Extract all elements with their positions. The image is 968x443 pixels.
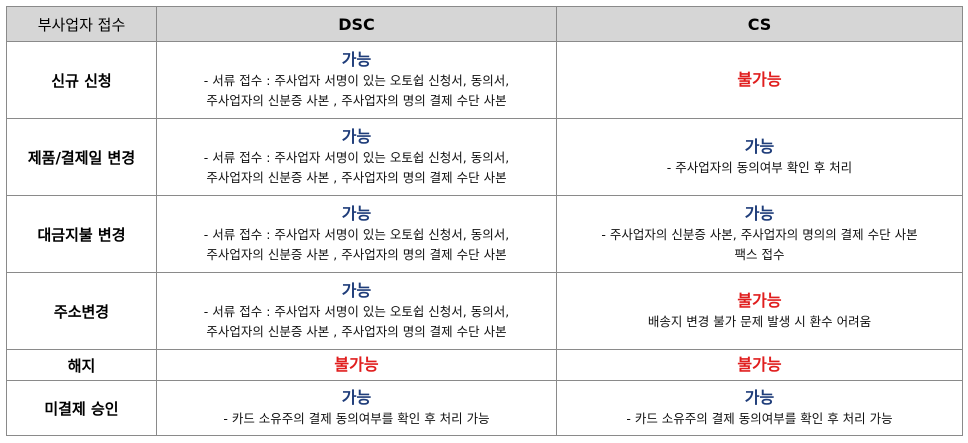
dsc-status: 가능 — [341, 204, 372, 223]
header-row: 부사업자 접수 DSC CS — [6, 6, 963, 42]
dsc-status: 불가능 — [334, 355, 379, 374]
cs-note-line1: - 카드 소유주의 결제 동의여부를 확인 후 처리 가능 — [626, 411, 893, 426]
corner-header: 부사업자 접수 — [6, 6, 157, 42]
dsc-status: 가능 — [341, 388, 372, 407]
cs-status: 불가능 — [737, 291, 782, 310]
table-row: 미결제 승인 가능 - 카드 소유주의 결제 동의여부를 확인 후 처리 가능 … — [6, 380, 963, 436]
table-row: 해지 불가능 불가능 — [6, 349, 963, 381]
cs-cell: 가능 - 주사업자의 신분증 사본, 주사업자의 명의의 결제 수단 사본 팩스… — [556, 195, 963, 273]
cs-status: 불가능 — [737, 355, 782, 374]
dsc-note-line1: - 서류 접수 : 주사업자 서명이 있는 오토쉽 신청서, 동의서, — [203, 73, 510, 88]
dsc-column-header: DSC — [156, 6, 557, 42]
row-label: 신규 신청 — [6, 41, 157, 119]
dsc-note-line1: - 서류 접수 : 주사업자 서명이 있는 오토쉽 신청서, 동의서, — [203, 304, 510, 319]
cs-note-line2: 팩스 접수 — [734, 247, 785, 262]
dsc-status: 가능 — [341, 50, 372, 69]
cs-cell: 가능 - 주사업자의 동의여부 확인 후 처리 — [556, 118, 963, 196]
dsc-note-line2: 주사업자의 신분증 사본 , 주사업자의 명의 결제 수단 사본 — [206, 93, 507, 108]
dsc-cell: 불가능 — [156, 349, 557, 381]
row-label: 해지 — [6, 349, 157, 381]
dsc-cell: 가능 - 서류 접수 : 주사업자 서명이 있는 오토쉽 신청서, 동의서, 주… — [156, 118, 557, 196]
cs-note-line1: - 주사업자의 동의여부 확인 후 처리 — [666, 160, 853, 175]
cs-cell: 불가능 — [556, 41, 963, 119]
cs-status: 가능 — [744, 204, 775, 223]
dsc-note-line2: 주사업자의 신분증 사본 , 주사업자의 명의 결제 수단 사본 — [206, 170, 507, 185]
dsc-cell: 가능 - 카드 소유주의 결제 동의여부를 확인 후 처리 가능 — [156, 380, 557, 436]
row-label: 미결제 승인 — [6, 380, 157, 436]
cs-column-header: CS — [556, 6, 963, 42]
cs-note-line1: - 주사업자의 신분증 사본, 주사업자의 명의의 결제 수단 사본 — [601, 227, 918, 242]
dsc-note-line1: - 서류 접수 : 주사업자 서명이 있는 오토쉽 신청서, 동의서, — [203, 227, 510, 242]
dsc-note-line1: - 서류 접수 : 주사업자 서명이 있는 오토쉽 신청서, 동의서, — [203, 150, 510, 165]
dsc-cell: 가능 - 서류 접수 : 주사업자 서명이 있는 오토쉽 신청서, 동의서, 주… — [156, 272, 557, 350]
dsc-status: 가능 — [341, 127, 372, 146]
cs-status: 가능 — [744, 388, 775, 407]
dsc-cell: 가능 - 서류 접수 : 주사업자 서명이 있는 오토쉽 신청서, 동의서, 주… — [156, 41, 557, 119]
row-label: 대금지불 변경 — [6, 195, 157, 273]
table-row: 제품/결제일 변경 가능 - 서류 접수 : 주사업자 서명이 있는 오토쉽 신… — [6, 118, 963, 196]
cs-status: 불가능 — [737, 70, 782, 89]
row-label: 제품/결제일 변경 — [6, 118, 157, 196]
cs-status: 가능 — [744, 137, 775, 156]
cs-cell: 불가능 — [556, 349, 963, 381]
table-row: 대금지불 변경 가능 - 서류 접수 : 주사업자 서명이 있는 오토쉽 신청서… — [6, 195, 963, 273]
dsc-cell: 가능 - 서류 접수 : 주사업자 서명이 있는 오토쉽 신청서, 동의서, 주… — [156, 195, 557, 273]
cs-cell: 가능 - 카드 소유주의 결제 동의여부를 확인 후 처리 가능 — [556, 380, 963, 436]
cs-cell: 불가능 배송지 변경 불가 문제 발생 시 환수 어려움 — [556, 272, 963, 350]
dsc-status: 가능 — [341, 281, 372, 300]
table-row: 신규 신청 가능 - 서류 접수 : 주사업자 서명이 있는 오토쉽 신청서, … — [6, 41, 963, 119]
row-label: 주소변경 — [6, 272, 157, 350]
dsc-note-line2: 주사업자의 신분증 사본 , 주사업자의 명의 결제 수단 사본 — [206, 324, 507, 339]
dsc-note-line2: 주사업자의 신분증 사본 , 주사업자의 명의 결제 수단 사본 — [206, 247, 507, 262]
table-row: 주소변경 가능 - 서류 접수 : 주사업자 서명이 있는 오토쉽 신청서, 동… — [6, 272, 963, 350]
cs-note-line1: 배송지 변경 불가 문제 발생 시 환수 어려움 — [647, 314, 872, 329]
dsc-note-line1: - 카드 소유주의 결제 동의여부를 확인 후 처리 가능 — [223, 411, 490, 426]
subbusiness-acceptance-table: 부사업자 접수 DSC CS 신규 신청 가능 - 서류 접수 : 주사업자 서… — [6, 6, 963, 436]
